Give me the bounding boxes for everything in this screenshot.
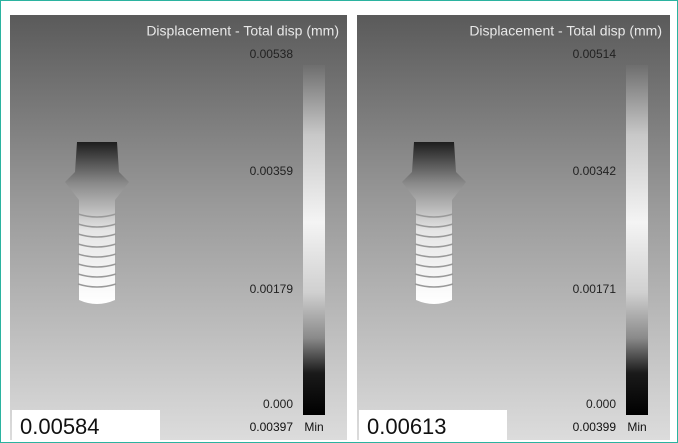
panel-title: Displacement - Total disp (mm) bbox=[146, 23, 339, 39]
figure: Displacement - Total disp (mm) 0.00538 0.0… bbox=[0, 0, 678, 443]
scale-label: 0.000 bbox=[263, 397, 293, 411]
scale-label: 0.00359 bbox=[250, 164, 294, 178]
color-bar bbox=[303, 65, 325, 415]
min-label: Min bbox=[304, 420, 323, 434]
scale-label: 0.00538 bbox=[250, 47, 294, 61]
panel: Displacement - Total disp (mm) 0.00514 0.0… bbox=[357, 15, 670, 442]
panel-background bbox=[10, 15, 347, 440]
color-bar bbox=[626, 65, 648, 415]
panel-title: Displacement - Total disp (mm) bbox=[469, 23, 662, 39]
panel-background bbox=[357, 15, 670, 440]
scale-label: 0.00342 bbox=[573, 164, 617, 178]
min-value: 0.00397 bbox=[250, 420, 294, 434]
panel: Displacement - Total disp (mm) 0.00538 0.0… bbox=[10, 15, 347, 442]
scale-label: 0.00514 bbox=[573, 47, 617, 61]
min-value: 0.00399 bbox=[573, 420, 617, 434]
min-label: Min bbox=[627, 420, 646, 434]
scale-label: 0.00171 bbox=[573, 282, 617, 296]
boxed-value: 0.00584 bbox=[20, 414, 100, 439]
boxed-value: 0.00613 bbox=[367, 414, 447, 439]
scale-label: 0.00179 bbox=[250, 282, 294, 296]
scale-label: 0.000 bbox=[586, 397, 616, 411]
